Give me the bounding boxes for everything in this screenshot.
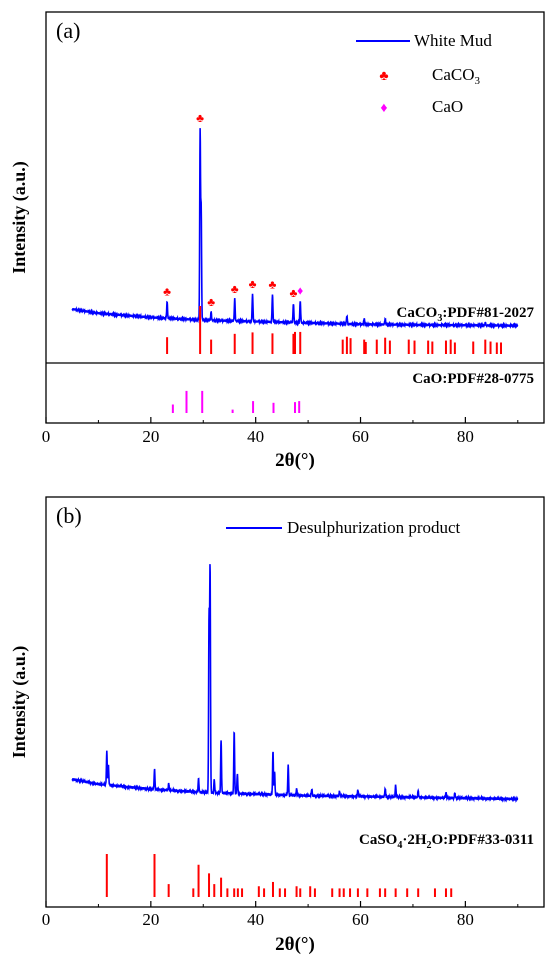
chart-panel-a: 0 20 40 60 80 2θ(°) Intensity (a.u.) (a) ♣ ♣ ♣ ♣ ♣ ♣ ♣… — [9, 11, 545, 471]
legend-marker-cao-icon: ♦ — [380, 101, 387, 116]
legend-series-name: White Mud — [414, 31, 492, 50]
panel-label: (b) — [56, 503, 82, 528]
legend-marker-caco3-icon: ♣ — [379, 69, 388, 84]
reference-label: CaSO4·2H2O:PDF#33-0311 — [359, 832, 534, 851]
peak-marker-caco3: ♣ — [196, 111, 204, 125]
peak-marker-caco3: ♣ — [269, 277, 277, 291]
x-tick-label: 40 — [247, 910, 264, 929]
x-tick-label: 40 — [247, 427, 264, 446]
peak-marker-caco3: ♣ — [289, 286, 297, 300]
xrd-pattern-line — [71, 564, 519, 803]
x-tick-label: 20 — [142, 910, 159, 929]
peak-marker-caco3: ♣ — [163, 285, 171, 299]
x-axis-label: 2θ(°) — [275, 934, 315, 955]
xrd-pattern-line — [71, 128, 519, 330]
x-tick-label: 60 — [352, 910, 369, 929]
x-tick-label: 0 — [42, 910, 51, 929]
legend-marker-label: CaO — [432, 97, 463, 116]
peak-marker-caco3: ♣ — [207, 295, 215, 309]
x-tick-label: 0 — [42, 427, 51, 446]
panel-label: (a) — [56, 18, 80, 43]
legend-marker-label: CaCO3 — [432, 65, 481, 87]
chart-panel-b: 0 20 40 60 80 2θ(°) Intensity (a.u.) (b) CaSO4·2… — [9, 496, 545, 955]
reference-label: CaO:PDF#28-0775 — [412, 371, 534, 387]
x-tick-label: 80 — [457, 427, 474, 446]
legend-series-name: Desulphurization product — [287, 518, 461, 537]
y-axis-label: Intensity (a.u.) — [9, 646, 30, 759]
x-tick-label: 80 — [457, 910, 474, 929]
plot-frame — [45, 496, 545, 908]
peak-marker-caco3: ♣ — [249, 277, 257, 291]
x-tick-label: 20 — [142, 427, 159, 446]
peak-marker-cao: ♦ — [297, 284, 303, 298]
x-tick-label: 60 — [352, 427, 369, 446]
peak-marker-caco3: ♣ — [231, 282, 239, 296]
y-axis-label: Intensity (a.u.) — [9, 161, 30, 274]
plot-frame — [45, 11, 545, 424]
x-axis-label: 2θ(°) — [275, 450, 315, 471]
reference-label: CaCO3:PDF#81-2027 — [397, 305, 535, 324]
